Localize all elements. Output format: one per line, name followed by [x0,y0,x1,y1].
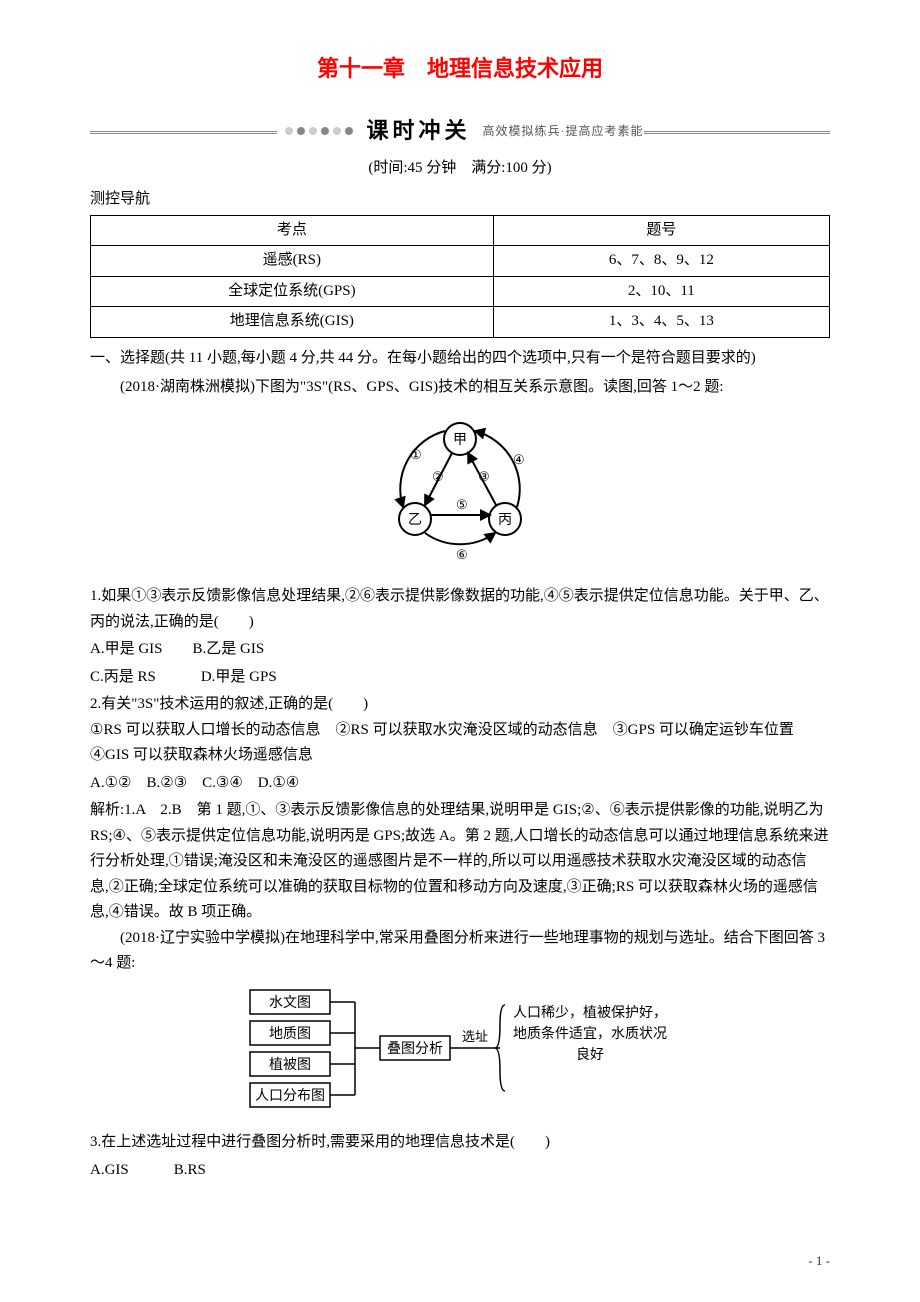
passage1-intro: (2018·湖南株洲模拟)下图为"3S"(RS、GPS、GIS)技术的相互关系示… [90,375,830,401]
banner-dots [285,127,353,135]
banner-center-text: 课时冲关 [367,112,471,149]
diagram-3s-wrap: 甲 乙 丙 ① ② ③ ④ ⑤ ⑥ [90,409,830,579]
explanation-1-2: 解析:1.A 2.B 第 1 题,①、③表示反馈影像信息的处理结果,说明甲是 G… [90,798,830,926]
banner-line-right [644,131,831,132]
section-banner: 课时冲关 高效模拟练兵·提高应考素能 [90,112,830,149]
edge-2: ② [432,469,444,484]
dot [333,127,341,135]
q2-statements: ①RS 可以获取人口增长的动态信息 ②RS 可以获取水灾淹没区域的动态信息 ③G… [90,718,830,769]
diagram-overlay-wrap: 水文图 地质图 植被图 人口分布图 叠图分析 选址 人口稀少，植被保护好，地质条… [90,985,830,1125]
nav-header-qnum: 题号 [493,215,829,246]
q3-stem: 3.在上述选址过程中进行叠图分析时,需要采用的地理信息技术是( ) [90,1130,830,1156]
dot [321,127,329,135]
q2-options: A.①② B.②③ C.③④ D.①④ [90,771,830,797]
banner-suffix-text: 高效模拟练兵·提高应考素能 [483,121,644,141]
nav-topic: 地理信息系统(GIS) [91,307,494,338]
page-number: - 1 - [808,1250,830,1272]
section-a-heading: 一、选择题(共 11 小题,每小题 4 分,共 44 分。在每小题给出的四个选项… [90,346,830,372]
node-jia: 甲 [453,433,467,448]
table-row: 考点 题号 [91,215,830,246]
chapter-title: 第十一章 地理信息技术应用 [90,50,830,87]
q3-options: A.GIS B.RS [90,1158,830,1184]
nav-topic: 全球定位系统(GPS) [91,276,494,307]
table-row: 遥感(RS) 6、7、8、9、12 [91,246,830,277]
q1-options-line2: C.丙是 RS D.甲是 GPS [90,665,830,691]
edge-1: ① [410,447,422,462]
input-veg: 植被图 [269,1057,311,1073]
nav-label: 测控导航 [90,187,830,213]
q2-stem: 2.有关"3S"技术运用的叙述,正确的是( ) [90,692,830,718]
time-info: (时间:45 分钟 满分:100 分) [90,156,830,182]
q1-options-line1: A.甲是 GIS B.乙是 GIS [90,637,830,663]
input-geo: 地质图 [269,1026,311,1042]
node-bing: 丙 [498,513,512,528]
edge-3: ③ [478,469,490,484]
edge-5: ⑤ [456,497,468,512]
center-overlay: 叠图分析 [387,1041,443,1057]
table-row: 地理信息系统(GIS) 1、3、4、5、13 [91,307,830,338]
banner-line-left [90,131,277,132]
edge-4: ④ [513,452,525,467]
dot [345,127,353,135]
nav-qnum: 2、10、11 [493,276,829,307]
table-row: 全球定位系统(GPS) 2、10、11 [91,276,830,307]
nav-qnum: 1、3、4、5、13 [493,307,829,338]
nav-topic: 遥感(RS) [91,246,494,277]
q1-stem: 1.如果①③表示反馈影像信息处理结果,②⑥表示提供影像数据的功能,④⑤表示提供定… [90,584,830,635]
dot [309,127,317,135]
result-text: 人口稀少，植被保护好，地质条件适宜，水质状况良好 [510,1003,670,1066]
input-hydro: 水文图 [269,995,311,1011]
site-label: 选址 [462,1029,488,1044]
input-pop: 人口分布图 [255,1088,325,1104]
dot [297,127,305,135]
nav-table: 考点 题号 遥感(RS) 6、7、8、9、12 全球定位系统(GPS) 2、10… [90,215,830,338]
nav-qnum: 6、7、8、9、12 [493,246,829,277]
edge-6: ⑥ [456,547,468,562]
diagram-overlay: 水文图 地质图 植被图 人口分布图 叠图分析 选址 人口稀少，植被保护好，地质条… [245,985,675,1115]
nav-header-topic: 考点 [91,215,494,246]
node-yi: 乙 [408,512,422,528]
passage2-intro: (2018·辽宁实验中学模拟)在地理科学中,常采用叠图分析来进行一些地理事物的规… [90,926,830,977]
diagram-3s: 甲 乙 丙 ① ② ③ ④ ⑤ ⑥ [370,409,550,569]
dot [285,127,293,135]
